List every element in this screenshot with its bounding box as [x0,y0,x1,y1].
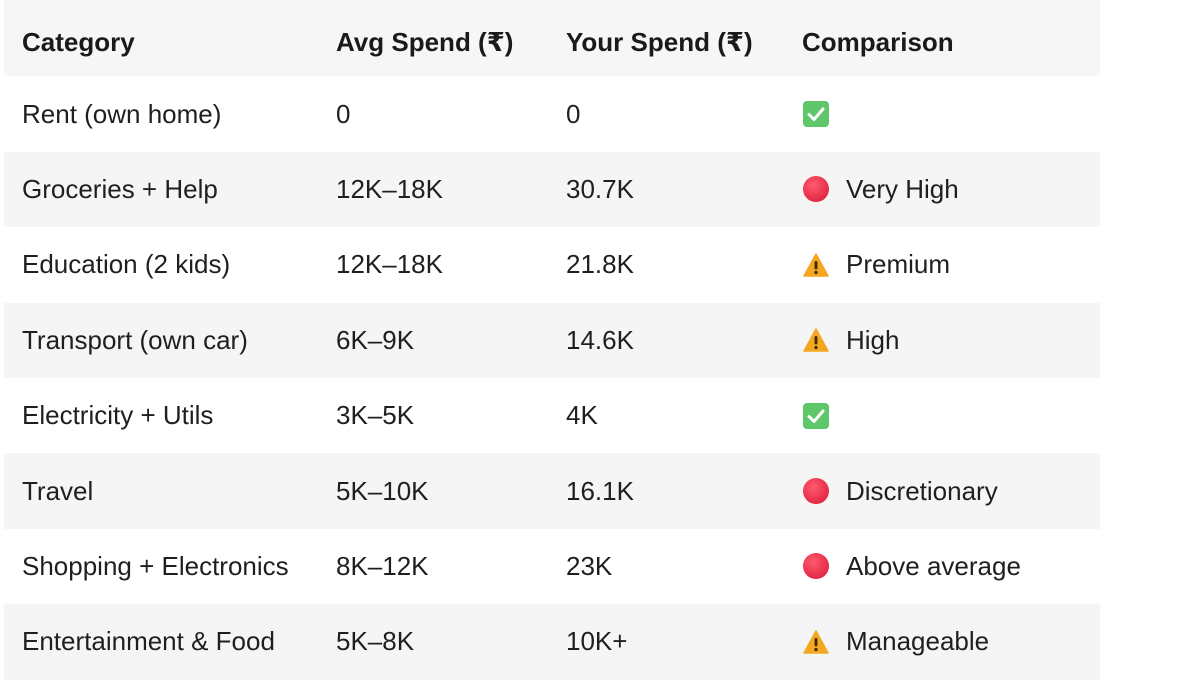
category-cell: Entertainment & Food [4,604,336,680]
comparison-label: Discretionary [846,475,998,506]
comparison-cell: Very High [802,151,1100,228]
comparison-cell: High [802,302,1100,378]
table-row: Electricity + Utils 3K–5K 4K [4,377,1100,454]
avg-spend-cell: 5K–8K [336,604,566,680]
comparison-label: Premium [846,249,951,280]
avg-spend-cell: 3K–5K [336,377,566,454]
comparison-cell: Premium [802,227,1100,303]
comparison-label: Above average [846,550,1021,581]
table-row: Shopping + Electronics 8K–12K 23K Above ave… [4,528,1100,605]
table-row: Entertainment & Food 5K–8K 10K+ Manageable [4,604,1100,680]
red-circle-icon [802,175,830,203]
comparison-cell [802,76,1100,152]
avg-spend-cell: 8K–12K [336,528,566,605]
category-cell: Rent (own home) [4,76,336,152]
your-spend-cell: 14.6K [566,302,802,378]
category-cell: Education (2 kids) [4,227,336,303]
your-spend-cell: 4K [566,377,802,454]
header-your-spend: Your Spend (₹) [566,0,802,77]
warning-icon [802,628,830,656]
red-circle-icon [802,552,830,580]
comparison-label: Manageable [846,626,990,657]
your-spend-cell: 16.1K [566,453,802,529]
table-row: Travel 5K–10K 16.1K Discretionary [4,453,1100,529]
category-cell: Transport (own car) [4,302,336,378]
check-box-icon [802,100,830,128]
your-spend-cell: 10K+ [566,604,802,680]
comparison-label: Very High [846,173,959,204]
category-cell: Travel [4,453,336,529]
avg-spend-cell: 12K–18K [336,151,566,228]
header-category: Category [4,0,336,77]
table-header-row: Category Avg Spend (₹) Your Spend (₹) Co… [4,0,1100,77]
table-row: Education (2 kids) 12K–18K 21.8K Premium [4,227,1100,303]
your-spend-cell: 23K [566,528,802,605]
category-cell: Shopping + Electronics [4,528,336,605]
table-row: Transport (own car) 6K–9K 14.6K High [4,302,1100,378]
avg-spend-cell: 0 [336,76,566,152]
table-row: Groceries + Help 12K–18K 30.7K Very High [4,151,1100,228]
comparison-cell: Manageable [802,604,1100,680]
spending-comparison-table: Category Avg Spend (₹) Your Spend (₹) Co… [4,0,1100,680]
your-spend-cell: 30.7K [566,151,802,228]
your-spend-cell: 0 [566,76,802,152]
category-cell: Groceries + Help [4,151,336,228]
avg-spend-cell: 5K–10K [336,453,566,529]
red-circle-icon [802,477,830,505]
header-avg-spend: Avg Spend (₹) [336,0,566,77]
avg-spend-cell: 6K–9K [336,302,566,378]
check-box-icon [802,402,830,430]
comparison-cell [802,377,1100,454]
warning-icon [802,251,830,279]
table-row: Rent (own home) 0 0 [4,76,1100,152]
comparison-cell: Above average [802,528,1100,605]
category-cell: Electricity + Utils [4,377,336,454]
comparison-cell: Discretionary [802,453,1100,529]
warning-icon [802,326,830,354]
your-spend-cell: 21.8K [566,227,802,303]
comparison-label: High [846,324,900,355]
avg-spend-cell: 12K–18K [336,227,566,303]
header-comparison: Comparison [802,0,1100,77]
